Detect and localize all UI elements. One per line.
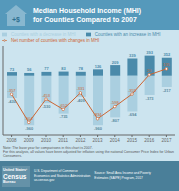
svg-text:-217: -217 [163, 88, 171, 93]
svg-text:2011: 2011 [58, 138, 68, 143]
html-text:Counties with a decrease in MH: Counties with a decrease in MHI [11, 32, 76, 37]
svg-text:352: 352 [163, 52, 170, 57]
svg-text:209: 209 [112, 60, 119, 65]
svg-text:2016: 2016 [144, 138, 155, 143]
svg-text:-960: -960 [25, 126, 34, 131]
svg-text:-960: -960 [94, 126, 103, 131]
html-text:Economics and Statistics Admin: Economics and Statistics Administration [34, 173, 91, 178]
svg-text:-694: -694 [128, 112, 137, 117]
svg-text:-430: -430 [8, 99, 17, 104]
svg-text:-904: -904 [25, 116, 34, 121]
svg-text:+$: +$ [12, 16, 20, 24]
html-text:Source: Small Area Income and: Source: Small Area Income and Poverty [94, 171, 151, 176]
svg-text:83: 83 [61, 66, 66, 71]
svg-text:2009: 2009 [24, 138, 35, 143]
svg-text:339: 339 [129, 53, 136, 58]
svg-text:2015: 2015 [127, 138, 138, 143]
html-text:Net number of counties with ch: Net number of counties with changes in M… [11, 38, 100, 43]
svg-text:-652: -652 [59, 103, 68, 108]
svg-text:73: 73 [10, 67, 15, 72]
svg-text:-834: -834 [94, 112, 103, 117]
html-text:Census: Census [3, 172, 27, 180]
svg-text:-453: -453 [42, 93, 51, 98]
svg-text:-530: -530 [42, 104, 51, 109]
svg-text:-735: -735 [60, 114, 69, 119]
html-text:Estimates (SAIPE) Program, 201: Estimates (SAIPE) Program, 2017 [94, 176, 143, 180]
svg-text:135: 135 [163, 62, 170, 67]
svg-text:56: 56 [27, 67, 32, 72]
svg-text:-355: -355 [128, 88, 137, 93]
html-text:Counties with an increase in M: Counties with an increase in MHI [94, 32, 161, 37]
svg-text:126: 126 [95, 64, 102, 69]
svg-text:2010: 2010 [41, 138, 52, 143]
svg-text:2008: 2008 [8, 138, 17, 143]
svg-text:20: 20 [147, 68, 152, 73]
html-text:for Counties Compared to 2007: for Counties Compared to 2007 [33, 16, 137, 23]
svg-text:77: 77 [44, 66, 49, 71]
svg-text:78: 78 [79, 66, 84, 71]
svg-text:-409: -409 [77, 98, 86, 103]
svg-text:-357: -357 [8, 88, 16, 93]
svg-text:-598: -598 [111, 100, 120, 105]
html-text:U.S. Department of Commerce: U.S. Department of Commerce [34, 169, 78, 174]
html-text:us.census.gov: us.census.gov [34, 178, 55, 183]
html-text:For this analysis, all values: For this analysis, all values have been … [3, 150, 174, 159]
svg-text:2014: 2014 [110, 138, 121, 143]
html-text:United States¹: United States¹ [3, 167, 28, 172]
html-text:Note: The base year for compar: Note: The base year for comparisons in t… [3, 146, 93, 150]
svg-text:2013: 2013 [93, 138, 104, 143]
svg-text:2012: 2012 [75, 138, 86, 143]
html-text:Median Household Income (MHI): Median Household Income (MHI) [33, 7, 142, 14]
svg-text:-331: -331 [76, 86, 85, 91]
svg-text:-373: -373 [146, 96, 155, 101]
svg-text:-807: -807 [111, 118, 120, 123]
svg-text:393: 393 [146, 50, 153, 55]
svg-text:2017: 2017 [161, 138, 171, 143]
html-text:Bureau: Bureau [3, 179, 16, 184]
